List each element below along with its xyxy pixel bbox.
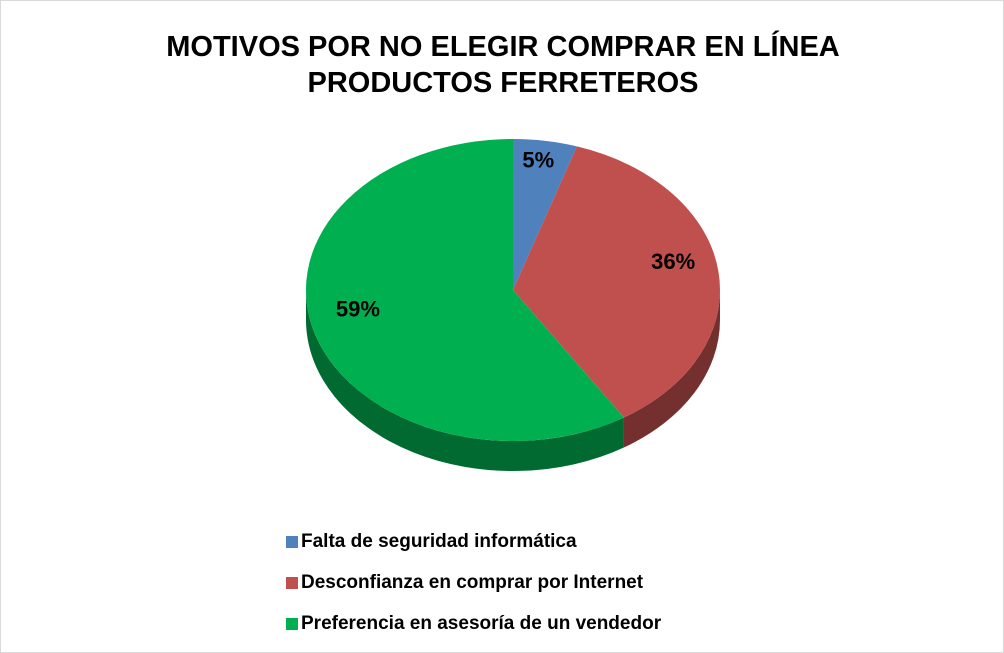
legend-swatch <box>286 536 298 548</box>
legend-swatch <box>286 618 298 630</box>
data-label: 36% <box>651 249 695 274</box>
legend-label: Desconfianza en comprar por Internet <box>301 572 644 593</box>
chart-title: MOTIVOS POR NO ELEGIR COMPRAR EN LÍNEA P… <box>166 31 840 99</box>
legend-label: Preferencia en asesoría de un vendedor <box>301 613 662 634</box>
pie-slice <box>513 139 577 290</box>
legend-swatch <box>286 577 298 589</box>
pie-slice <box>513 146 720 418</box>
pie-side <box>306 290 624 471</box>
pie-side <box>623 290 720 448</box>
legend-label: Falta de seguridad informática <box>301 531 577 552</box>
data-label: 59% <box>336 297 380 322</box>
data-label: 5% <box>522 147 554 172</box>
pie-slice <box>305 139 624 442</box>
